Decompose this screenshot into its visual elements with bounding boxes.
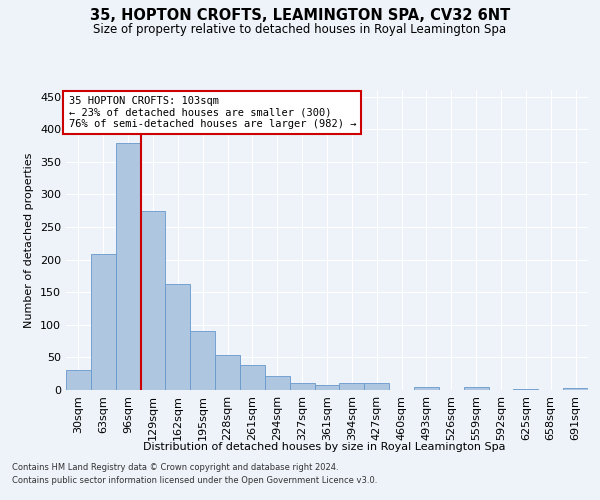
Bar — [340, 383, 364, 390]
Bar — [116, 144, 140, 390]
Bar — [140, 210, 166, 390]
Bar — [265, 376, 290, 390]
Bar — [66, 370, 91, 390]
Bar — [414, 388, 439, 390]
Bar — [290, 383, 314, 390]
Bar — [240, 364, 265, 390]
Text: Contains HM Land Registry data © Crown copyright and database right 2024.: Contains HM Land Registry data © Crown c… — [12, 464, 338, 472]
Y-axis label: Number of detached properties: Number of detached properties — [25, 152, 34, 328]
Text: 35 HOPTON CROFTS: 103sqm
← 23% of detached houses are smaller (300)
76% of semi-: 35 HOPTON CROFTS: 103sqm ← 23% of detach… — [68, 96, 356, 129]
Bar — [464, 386, 488, 390]
Bar — [166, 284, 190, 390]
Bar — [563, 388, 588, 390]
Bar — [215, 356, 240, 390]
Bar — [314, 386, 340, 390]
Text: Distribution of detached houses by size in Royal Leamington Spa: Distribution of detached houses by size … — [143, 442, 505, 452]
Bar — [190, 332, 215, 390]
Text: Contains public sector information licensed under the Open Government Licence v3: Contains public sector information licen… — [12, 476, 377, 485]
Bar — [514, 388, 538, 390]
Bar — [364, 384, 389, 390]
Text: Size of property relative to detached houses in Royal Leamington Spa: Size of property relative to detached ho… — [94, 22, 506, 36]
Bar — [91, 254, 116, 390]
Text: 35, HOPTON CROFTS, LEAMINGTON SPA, CV32 6NT: 35, HOPTON CROFTS, LEAMINGTON SPA, CV32 … — [90, 8, 510, 22]
